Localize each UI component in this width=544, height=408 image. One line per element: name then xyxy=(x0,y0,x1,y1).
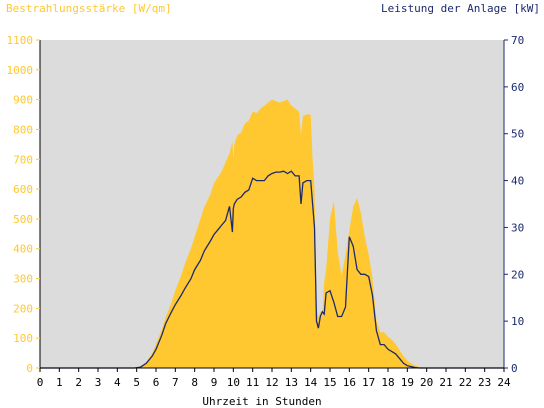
left-tick-label: 1000 xyxy=(7,64,34,77)
x-tick-label: 11 xyxy=(246,376,259,389)
x-tick-label: 24 xyxy=(497,376,511,389)
x-tick-label: 22 xyxy=(459,376,472,389)
x-axis-title: Uhrzeit in Stunden xyxy=(202,395,321,408)
left-tick-label: 200 xyxy=(13,302,33,315)
left-tick-label: 300 xyxy=(13,273,33,286)
x-tick-label: 3 xyxy=(95,376,102,389)
right-tick-label: 50 xyxy=(511,128,524,141)
x-tick-label: 4 xyxy=(114,376,121,389)
x-tick-label: 7 xyxy=(172,376,179,389)
x-tick-label: 18 xyxy=(381,376,394,389)
right-tick-label: 10 xyxy=(511,315,524,328)
irradiance-area xyxy=(40,99,504,368)
x-tick-label: 14 xyxy=(304,376,318,389)
left-tick-label: 1100 xyxy=(7,34,34,47)
left-tick-label: 600 xyxy=(13,183,33,196)
x-tick-label: 13 xyxy=(285,376,298,389)
x-tick-label: 6 xyxy=(153,376,160,389)
left-tick-label: 900 xyxy=(13,94,33,107)
right-tick-label: 60 xyxy=(511,81,524,94)
x-tick-label: 19 xyxy=(401,376,414,389)
ticks-layer: 0100200300400500600700800900100011000102… xyxy=(7,34,525,389)
left-tick-label: 800 xyxy=(13,123,33,136)
right-tick-label: 70 xyxy=(511,34,524,47)
x-tick-label: 10 xyxy=(227,376,240,389)
left-axis-title: Bestrahlungsstärke [W/qm] xyxy=(6,2,172,15)
x-tick-label: 5 xyxy=(133,376,140,389)
left-tick-label: 500 xyxy=(13,213,33,226)
x-tick-label: 9 xyxy=(211,376,218,389)
x-tick-label: 2 xyxy=(75,376,82,389)
x-tick-label: 23 xyxy=(478,376,491,389)
x-tick-label: 0 xyxy=(37,376,44,389)
x-tick-label: 20 xyxy=(420,376,433,389)
right-axis-title: Leistung der Anlage [kW] xyxy=(381,2,540,15)
x-tick-label: 16 xyxy=(343,376,356,389)
x-tick-label: 8 xyxy=(191,376,198,389)
left-tick-label: 0 xyxy=(26,362,33,375)
x-tick-label: 21 xyxy=(439,376,452,389)
right-tick-label: 40 xyxy=(511,175,524,188)
left-tick-label: 700 xyxy=(13,153,33,166)
right-tick-label: 30 xyxy=(511,221,524,234)
x-tick-label: 1 xyxy=(56,376,63,389)
x-tick-label: 15 xyxy=(323,376,336,389)
left-tick-label: 100 xyxy=(13,332,33,345)
series-layer xyxy=(40,99,504,369)
x-tick-label: 12 xyxy=(265,376,278,389)
power-line xyxy=(40,170,504,369)
left-tick-label: 400 xyxy=(13,243,33,256)
right-tick-label: 0 xyxy=(511,362,518,375)
x-tick-label: 17 xyxy=(362,376,375,389)
right-tick-label: 20 xyxy=(511,268,524,281)
